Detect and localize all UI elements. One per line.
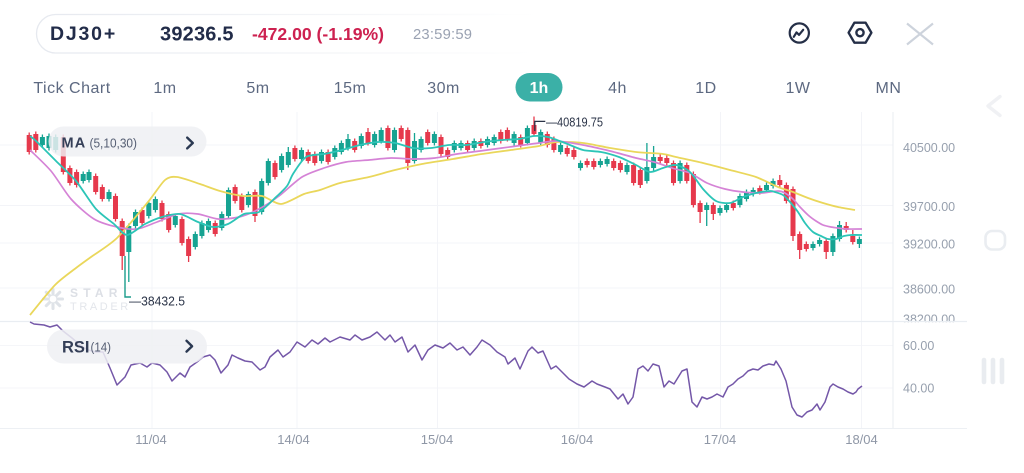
svg-text:14/04: 14/04	[277, 432, 310, 447]
svg-text:STAR: STAR	[70, 286, 123, 300]
svg-text:23:59:59: 23:59:59	[413, 27, 472, 43]
svg-text:39236.5: 39236.5	[160, 24, 234, 46]
svg-text:39200.00: 39200.00	[903, 237, 955, 251]
svg-text:40500.00: 40500.00	[903, 141, 955, 155]
svg-text:4h: 4h	[608, 80, 627, 97]
svg-text:1D: 1D	[695, 80, 716, 97]
svg-text:(14): (14)	[91, 340, 112, 355]
svg-text:MA: MA	[62, 136, 87, 152]
svg-text:Tick Chart: Tick Chart	[33, 80, 110, 97]
svg-text:60.00: 60.00	[903, 339, 934, 353]
svg-text:DJ30+: DJ30+	[50, 23, 117, 45]
svg-text:40.00: 40.00	[903, 382, 934, 396]
svg-text:—38432.5: —38432.5	[129, 294, 185, 309]
svg-text:1h: 1h	[530, 80, 549, 97]
svg-text:1W: 1W	[786, 80, 811, 97]
svg-text:5m: 5m	[246, 80, 269, 97]
svg-text:—40819.75: —40819.75	[546, 115, 603, 130]
svg-text:RSI: RSI	[62, 338, 90, 356]
svg-text:15/04: 15/04	[421, 432, 454, 447]
svg-text:39700.00: 39700.00	[903, 200, 955, 214]
svg-text:17/04: 17/04	[704, 432, 737, 447]
svg-text:30m: 30m	[427, 80, 460, 97]
svg-text:1m: 1m	[153, 80, 176, 97]
svg-text:-472.00 (-1.19%): -472.00 (-1.19%)	[252, 24, 384, 44]
svg-text:38600.00: 38600.00	[903, 282, 955, 296]
svg-text:MN: MN	[876, 80, 902, 97]
svg-text:11/04: 11/04	[135, 432, 167, 447]
svg-text:15m: 15m	[334, 80, 367, 97]
svg-text:TRADER: TRADER	[70, 301, 131, 313]
svg-text:18/04: 18/04	[845, 432, 878, 447]
svg-text:(5,10,30): (5,10,30)	[90, 135, 138, 150]
svg-text:16/04: 16/04	[561, 432, 594, 447]
